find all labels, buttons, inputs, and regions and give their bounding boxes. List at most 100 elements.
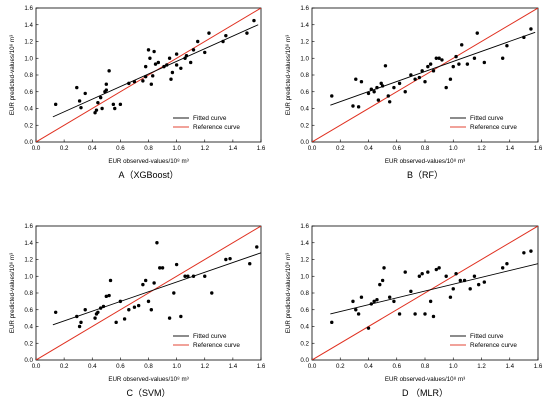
data-point (392, 299, 396, 304)
data-point (462, 278, 467, 283)
data-point (409, 73, 413, 77)
x-tick-label: 0.6 (116, 145, 125, 152)
data-point (434, 56, 438, 60)
legend: Fitted curve Reference curve (450, 333, 517, 349)
chart-panel-1: 0.0 0.2 0.4 0.6 0.8 1.0 1.2 1.4 1.6 0.0 0.2 0.4 0.6 0… (9, 5, 266, 180)
plot-lines (312, 226, 538, 360)
data-point (434, 267, 438, 272)
data-point (136, 303, 141, 308)
data-point (454, 272, 458, 276)
data-point (224, 257, 228, 262)
x-tick-label: 0.6 (392, 145, 401, 152)
x-tick-label: 1.4 (229, 145, 238, 152)
data-point (160, 266, 165, 270)
data-point (179, 314, 183, 319)
data-point (500, 56, 505, 60)
data-point (186, 274, 190, 278)
data-point (330, 94, 334, 98)
data-point (482, 280, 487, 284)
data-point (100, 106, 104, 111)
data-point (423, 312, 427, 316)
x-tick-label: 1.6 (257, 363, 266, 370)
y-tick-label: 0.4 (300, 106, 309, 113)
data-point (93, 110, 97, 115)
data-point (203, 50, 207, 55)
data-point (83, 308, 87, 312)
chart-panel-2: 0.0 0.2 0.4 0.6 0.8 1.0 1.2 1.4 1.6 0.0 0.2 0.4 0.6 0… (285, 5, 543, 180)
x-tick-label: 1.0 (172, 363, 181, 370)
data-point (330, 320, 334, 325)
data-point (417, 274, 422, 278)
data-point (224, 33, 228, 38)
data-point (188, 60, 193, 65)
data-point (77, 324, 82, 329)
y-tick-label: 1.2 (24, 39, 33, 46)
data-point (203, 274, 207, 278)
y-tick-label: 0.8 (300, 290, 309, 297)
panel-caption: A（XGBoost） (118, 170, 178, 180)
y-tick-label: 0.0 (24, 139, 33, 146)
data-point (146, 299, 151, 304)
x-tick-label: 1.0 (172, 145, 181, 152)
data-point (162, 64, 166, 69)
data-point (141, 282, 145, 287)
data-point (148, 56, 152, 60)
y-tick-label: 0.6 (24, 307, 33, 314)
data-point (359, 80, 364, 84)
data-point (98, 95, 103, 100)
data-point (143, 74, 148, 79)
panel-caption: C（SVM） (126, 388, 170, 398)
data-point (170, 70, 175, 75)
data-point (437, 266, 441, 270)
data-point (475, 31, 479, 35)
x-tick-label: 0.2 (60, 363, 69, 370)
x-tick-label: 0.8 (144, 363, 153, 370)
data-point (529, 27, 533, 31)
data-point (179, 66, 183, 71)
y-tick-label: 1.0 (300, 55, 309, 62)
data-point (437, 56, 441, 60)
data-point (167, 56, 172, 60)
data-point (369, 302, 374, 306)
x-axis-title: EUR observed-values/10⁸ m³ (108, 376, 188, 383)
data-point (444, 85, 448, 90)
data-point (108, 278, 113, 283)
data-point (118, 299, 123, 304)
data-point (149, 82, 154, 86)
fitted-curve (52, 24, 259, 118)
data-point (183, 274, 187, 278)
y-axis-title: EUR predicted-values/10⁸ m³ (9, 35, 16, 115)
data-point (143, 278, 148, 283)
data-point (454, 54, 458, 59)
data-point (386, 94, 390, 98)
data-point (397, 312, 402, 316)
data-point (366, 91, 371, 96)
data-point (83, 91, 87, 96)
data-point (451, 64, 455, 69)
x-axis-title: EUR observed-values/10⁸ m³ (385, 158, 465, 165)
data-point (403, 270, 407, 274)
data-point (372, 299, 376, 304)
data-point (207, 31, 211, 35)
y-tick-label: 0.4 (24, 324, 33, 331)
y-tick-label: 0.2 (24, 122, 33, 129)
data-point (228, 256, 232, 261)
x-tick-label: 0.0 (32, 363, 41, 370)
data-point (184, 54, 189, 58)
data-point (104, 82, 109, 86)
y-tick-label: 1.0 (300, 273, 309, 280)
x-tick-label: 1.2 (477, 363, 486, 370)
data-point (420, 69, 424, 73)
data-point (104, 294, 109, 299)
data-point (366, 326, 371, 330)
x-tick-label: 0.0 (308, 363, 317, 370)
data-point (93, 316, 97, 320)
data-point (75, 85, 79, 90)
data-point (146, 48, 151, 52)
y-tick-label: 1.6 (300, 5, 309, 12)
data-point (152, 281, 156, 285)
data-point (380, 84, 385, 88)
y-tick-label: 0.8 (300, 72, 309, 79)
data-point (423, 80, 427, 84)
data-point (172, 291, 176, 295)
